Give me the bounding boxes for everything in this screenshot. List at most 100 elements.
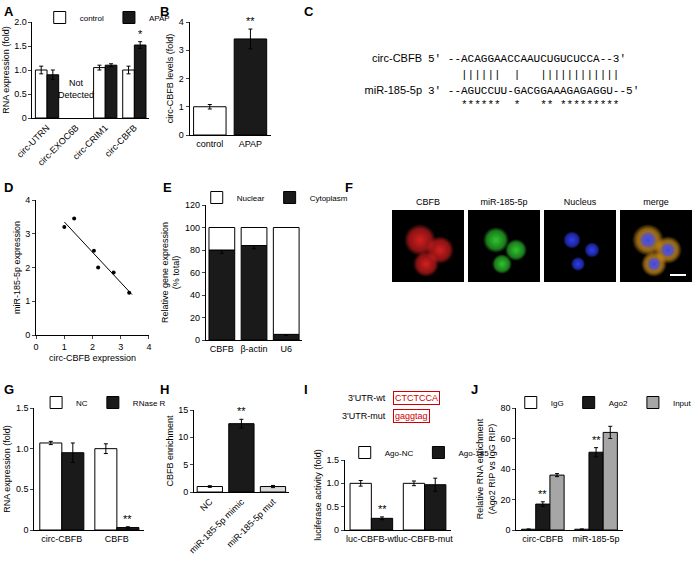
svg-text:Relative gene expression(% tot: Relative gene expression(% total) (160, 222, 182, 323)
svg-text:1.5: 1.5 (16, 403, 29, 413)
svg-text:CBFB: CBFB (210, 344, 234, 354)
svg-text:Relative RNA enrichment(Ago2 R: Relative RNA enrichment(Ago2 RIP vs IgG … (475, 418, 497, 519)
svg-text:B: B (160, 4, 169, 19)
svg-text:2: 2 (90, 342, 95, 352)
svg-text:control: control (196, 139, 223, 149)
svg-text:100: 100 (185, 223, 200, 233)
svg-text:CBFB enrichment: CBFB enrichment (165, 415, 175, 487)
svg-text:G: G (4, 382, 14, 397)
svg-text:circ-CBFB: circ-CBFB (522, 534, 563, 544)
svg-text:luc-CBFB-mut: luc-CBFB-mut (396, 534, 453, 544)
svg-text:IgG: IgG (551, 399, 564, 408)
svg-text:Cytoplasm: Cytoplasm (310, 194, 348, 203)
svg-text:I: I (304, 382, 308, 397)
svg-text:Input: Input (673, 399, 692, 408)
svg-text:RNA expression (fold): RNA expression (fold) (2, 425, 12, 513)
svg-text:miR-185-5p mimic: miR-185-5p mimic (187, 496, 246, 555)
svg-text:0: 0 (25, 330, 30, 340)
svg-text:Ago-NC: Ago-NC (385, 449, 414, 458)
svg-text:Nuclear: Nuclear (237, 194, 265, 203)
svg-text:RNase R: RNase R (133, 399, 166, 408)
svg-text:1.0: 1.0 (326, 478, 339, 488)
svg-text:60: 60 (190, 268, 200, 278)
svg-text:RNA expression (fold): RNA expression (fold) (1, 26, 11, 114)
svg-text:luciferase activity (fold): luciferase activity (fold) (313, 449, 323, 541)
svg-text:1.0: 1.0 (14, 65, 27, 75)
svg-text:3' --AGUCCUU-GACGGAAAGAGAGGU--: 3' --AGUCCUU-GACGGAAAGAGAGGU--5' (428, 85, 639, 97)
svg-text:1: 1 (179, 102, 184, 112)
svg-text:2.0: 2.0 (14, 17, 27, 27)
svg-text:*: * (138, 28, 143, 40)
svg-text:1.5: 1.5 (14, 41, 27, 51)
svg-text:15: 15 (178, 405, 188, 415)
svg-text:80: 80 (190, 245, 200, 255)
svg-text:β-actin: β-actin (240, 344, 267, 354)
svg-text:5: 5 (183, 460, 188, 470)
svg-text:3'UTR-wt: 3'UTR-wt (348, 393, 386, 403)
svg-text:J: J (471, 382, 478, 397)
svg-text:0: 0 (183, 487, 188, 497)
svg-text:F: F (345, 180, 353, 195)
svg-text:control: control (80, 14, 104, 23)
svg-text:60: 60 (500, 434, 510, 444)
svg-text:CBFB: CBFB (105, 534, 129, 544)
svg-text:0: 0 (34, 342, 39, 352)
svg-text:1: 1 (62, 342, 67, 352)
svg-text:circ-CRIM1: circ-CRIM1 (71, 123, 110, 162)
svg-text:0: 0 (23, 525, 28, 535)
svg-text:miR-185-5p: miR-185-5p (480, 197, 527, 207)
svg-text:circ-CBFB: circ-CBFB (372, 52, 422, 64)
svg-text:miR-185-5p: miR-185-5p (573, 534, 620, 544)
svg-text:**: ** (378, 503, 387, 515)
svg-text:4: 4 (25, 195, 30, 205)
svg-text:20: 20 (190, 313, 200, 323)
svg-text:Ago2: Ago2 (609, 399, 628, 408)
svg-text:circ-CBFB expression: circ-CBFB expression (49, 353, 136, 363)
svg-text:circ-CBFB: circ-CBFB (41, 534, 82, 544)
svg-text:20: 20 (500, 495, 510, 505)
svg-text:CTCTCCA: CTCTCCA (395, 393, 438, 403)
svg-text:NotDetected: NotDetected (58, 78, 94, 100)
svg-text:3: 3 (179, 45, 184, 55)
svg-text:0: 0 (505, 525, 510, 535)
svg-text:NC: NC (76, 399, 88, 408)
svg-text:80: 80 (500, 403, 510, 413)
svg-text:circ-UTRN: circ-UTRN (15, 123, 52, 160)
svg-text:APAP: APAP (149, 14, 170, 23)
svg-text:**: ** (246, 15, 255, 27)
svg-text:**: ** (592, 434, 601, 446)
svg-text:A: A (4, 4, 14, 19)
svg-text:miR-185-5p: miR-185-5p (365, 84, 422, 96)
svg-text:0.5: 0.5 (326, 502, 339, 512)
svg-text:1.5: 1.5 (326, 455, 339, 465)
svg-text:D: D (4, 180, 13, 195)
svg-text:3: 3 (25, 229, 30, 239)
svg-text:2: 2 (179, 74, 184, 84)
svg-text:0.5: 0.5 (16, 484, 29, 494)
svg-text:miR-185-5p expression: miR-185-5p expression (12, 221, 22, 314)
svg-text:**: ** (123, 513, 132, 525)
svg-text:Ago-185: Ago-185 (458, 449, 489, 458)
svg-text:3'UTR-mut: 3'UTR-mut (342, 411, 386, 421)
svg-text:E: E (163, 180, 172, 195)
svg-text:****** * ** *********: ****** * ** ********* (428, 99, 619, 111)
svg-text:1.0: 1.0 (16, 444, 29, 454)
svg-text:H: H (160, 382, 169, 397)
svg-text:2: 2 (25, 263, 30, 273)
svg-text:0: 0 (22, 113, 27, 123)
svg-text:10: 10 (178, 432, 188, 442)
svg-text:circ-EXOC6B: circ-EXOC6B (36, 123, 81, 168)
svg-text:40: 40 (500, 464, 510, 474)
svg-text:miR-185-5p mut: miR-185-5p mut (225, 496, 278, 549)
svg-text:gaggtag: gaggtag (395, 411, 428, 421)
svg-text:0: 0 (179, 130, 184, 140)
svg-text:3: 3 (118, 342, 123, 352)
svg-text:circ-CBFB: circ-CBFB (103, 123, 139, 159)
svg-text:5' --ACAGGAACCAAUCUGUCUCCA--3': 5' --ACAGGAACCAAUCUGUCUCCA--3' (428, 53, 626, 65)
svg-text:1: 1 (25, 296, 30, 306)
svg-text:4: 4 (146, 342, 151, 352)
svg-text:40: 40 (190, 290, 200, 300)
svg-text:0: 0 (195, 335, 200, 345)
svg-text:U6: U6 (280, 344, 292, 354)
svg-text:NC: NC (198, 496, 215, 513)
